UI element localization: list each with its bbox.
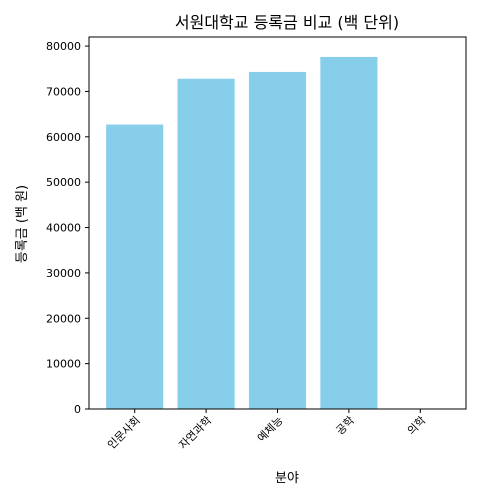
- bars-group: [106, 56, 378, 410]
- y-axis-label: 등록금 (백 원): [15, 185, 30, 263]
- x-axis-ticks: 인문사회 자연과학 예체능 공학 의학: [105, 409, 428, 452]
- y-tick-label-3: 30000: [46, 267, 81, 280]
- chart-title: 서원대학교 등록금 비교 (백 단위): [175, 13, 399, 32]
- y-tick-label-1: 10000: [46, 358, 81, 371]
- x-axis-label: 분야: [275, 471, 299, 486]
- plot-frame: [88, 36, 467, 410]
- y-tick-label-8: 80000: [46, 40, 81, 53]
- y-tick-label-0: 0: [74, 403, 81, 416]
- y-tick-label-6: 60000: [46, 131, 81, 144]
- y-tick-label-2: 20000: [46, 312, 81, 325]
- y-axis-ticks: 0 10000 20000 30000 40000 50000 60000 70000 8000…: [46, 40, 89, 416]
- x-tick-label-4: 의학: [405, 414, 429, 438]
- y-tick-label-7: 70000: [46, 85, 81, 98]
- y-tick-label-4: 40000: [46, 222, 81, 235]
- bar-1: [177, 78, 235, 410]
- y-tick-label-5: 50000: [46, 176, 81, 189]
- x-tick-label-3: 공학: [334, 414, 358, 438]
- bar-2: [248, 71, 307, 410]
- x-tick-label-0: 인문사회: [105, 414, 143, 452]
- x-tick-label-1: 자연과학: [176, 414, 214, 452]
- bar-3: [320, 56, 378, 410]
- x-tick-label-2: 예체능: [255, 414, 286, 445]
- bar-0: [106, 124, 164, 410]
